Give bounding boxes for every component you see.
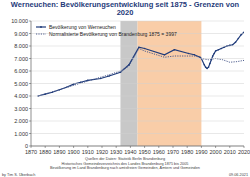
- source-text: Bevölkerung im Land Brandenburg nach amt…: [50, 166, 200, 170]
- grid-line: [31, 96, 244, 97]
- y-tick-label: 3.000: [14, 106, 28, 112]
- x-axis: [31, 146, 244, 147]
- x-tick-label: 1980: [181, 149, 193, 155]
- series-line: [38, 32, 244, 96]
- series-marker: [218, 49, 220, 51]
- x-tick-label: 2010: [224, 149, 236, 155]
- series-marker: [164, 54, 166, 56]
- series-marker: [238, 38, 240, 40]
- legend-swatch: [36, 34, 46, 35]
- x-tick-label: 2020: [238, 149, 250, 155]
- series-marker: [144, 48, 146, 50]
- y-tick-label: 10.000: [11, 18, 28, 24]
- y-tick-label: 5.000: [14, 81, 28, 87]
- series-marker: [120, 71, 122, 73]
- author: by Tim S. Überbach: [2, 173, 35, 177]
- series-group: [37, 31, 244, 96]
- series-marker: [188, 53, 190, 55]
- series-marker: [213, 53, 215, 55]
- series-marker: [215, 50, 217, 52]
- chart: 01.0002.0003.0004.0005.0006.0007.0008.00…: [0, 0, 250, 177]
- x-tick-label: 1920: [96, 149, 108, 155]
- grid-line: [31, 121, 244, 122]
- grid-line: [31, 133, 244, 134]
- series-marker: [138, 46, 140, 48]
- grid-line: [31, 146, 244, 147]
- y-tick-label: 7.000: [14, 56, 28, 62]
- x-tick-label: 1960: [153, 149, 165, 155]
- y-tick-label: 4.000: [14, 93, 28, 99]
- y-tick-label: 8.000: [14, 43, 28, 49]
- title-line: 2020: [117, 8, 134, 17]
- series-marker: [240, 34, 242, 36]
- legend-label: Bevölkerung von Werneuchen: [49, 24, 116, 30]
- grid-line: [31, 108, 244, 109]
- y-tick-label: 9.000: [14, 31, 28, 37]
- series-marker: [232, 44, 234, 46]
- y-tick-label: 2.000: [14, 118, 28, 124]
- x-tick-label: 1900: [67, 149, 79, 155]
- legend-label: Normalisierte Bevölkerung von Brandenbur…: [49, 31, 177, 37]
- x-tick-label: 1990: [195, 149, 207, 155]
- y-tick-label: 6.000: [14, 68, 28, 74]
- series-marker: [243, 31, 244, 33]
- x-tick-label: 1950: [138, 149, 150, 155]
- legend-swatch: [36, 26, 46, 27]
- series-marker: [212, 55, 214, 57]
- series-line: [38, 49, 244, 97]
- source-text: Quellen der Daten: Statistik Berlin Bran…: [85, 157, 165, 161]
- series-marker: [100, 78, 102, 80]
- series-marker: [108, 75, 110, 77]
- chart-title: Werneuchen: Bevölkerungsentwicklung seit…: [11, 0, 240, 17]
- grid-line: [31, 83, 244, 84]
- grid-line: [31, 21, 244, 22]
- series-marker: [203, 64, 205, 66]
- y-tick-label: 1.000: [14, 131, 28, 137]
- x-tick-label: 1910: [82, 149, 94, 155]
- series-marker: [220, 48, 222, 50]
- grid-line: [31, 58, 244, 59]
- date: 09.06.2021: [229, 173, 248, 177]
- x-tick-label: 1870: [25, 149, 37, 155]
- series-marker: [206, 68, 208, 70]
- series-marker: [174, 49, 176, 51]
- x-tick-label: 1970: [167, 149, 179, 155]
- series-marker: [208, 66, 210, 68]
- grid-line: [31, 71, 244, 72]
- grid-line: [31, 46, 244, 47]
- x-tick-label: 1880: [39, 149, 51, 155]
- x-tick-label: 1930: [110, 149, 122, 155]
- x-tick-label: 1940: [124, 149, 136, 155]
- x-tick-label: 1890: [53, 149, 65, 155]
- series-marker: [209, 63, 211, 65]
- x-tick-label: 2000: [209, 149, 221, 155]
- series-marker: [80, 81, 82, 83]
- series-marker: [194, 54, 196, 56]
- series-marker: [205, 66, 207, 68]
- series-marker: [235, 41, 237, 43]
- legend-marker: [40, 26, 42, 28]
- source-text: Historisches Gemeindeverzeichnis des Lan…: [62, 162, 189, 166]
- y-axis: [31, 21, 32, 146]
- series-marker: [223, 46, 225, 48]
